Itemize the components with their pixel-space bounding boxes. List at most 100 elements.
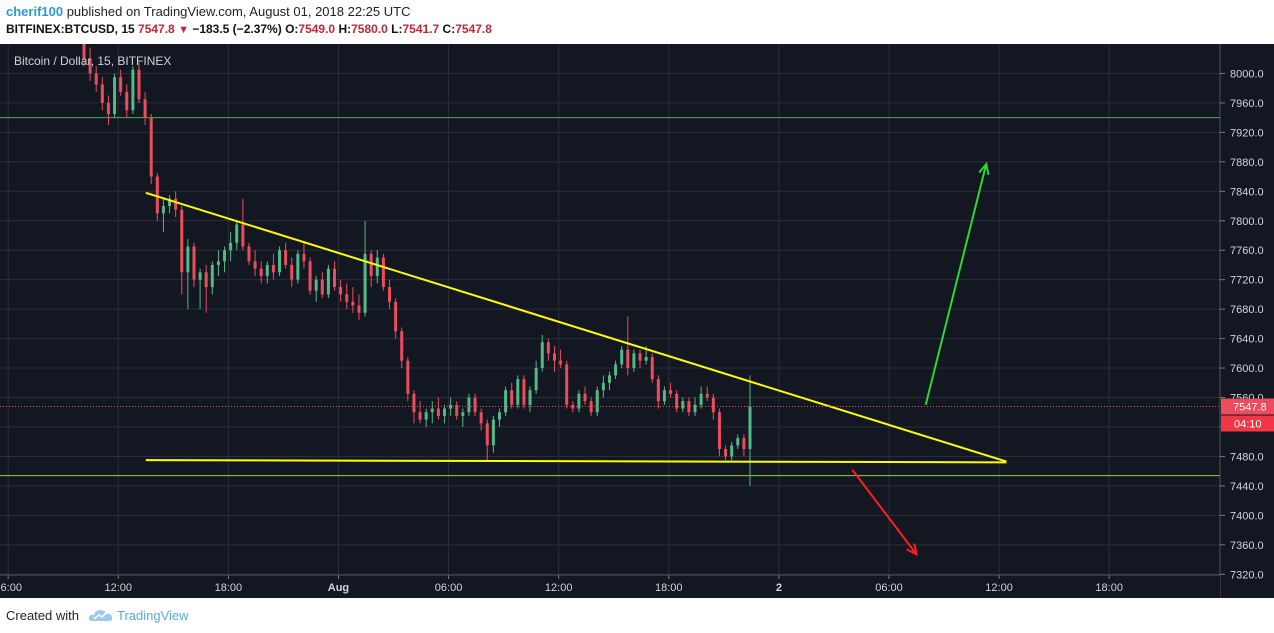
candle [369, 250, 373, 288]
candle [339, 279, 343, 302]
candle-body [168, 198, 172, 207]
candle [381, 253, 385, 291]
candle [394, 298, 398, 339]
candle-body [510, 390, 514, 405]
candle [210, 261, 214, 295]
candle [265, 261, 269, 284]
candle [271, 253, 275, 280]
candle-body [375, 257, 379, 276]
candle-body [693, 404, 697, 413]
price-axis[interactable] [1220, 44, 1274, 598]
candle-body [271, 264, 275, 273]
candle [326, 264, 330, 299]
high-value: 7580.0 [351, 22, 388, 36]
candle-body [198, 272, 202, 280]
candle-body [357, 305, 361, 313]
candle-body [106, 102, 110, 114]
arrow-shaft [924, 163, 988, 406]
candle [693, 397, 697, 416]
candle-body [491, 419, 495, 446]
last-price-badge: 7547.8 04:10 [1221, 398, 1274, 432]
low-label: L: [391, 22, 403, 36]
candle-body [552, 353, 556, 361]
candle [516, 375, 520, 409]
candle-body [259, 268, 263, 276]
candle-body [662, 390, 666, 402]
candle [736, 434, 740, 450]
candle-body [82, 44, 86, 59]
candle-body [687, 401, 691, 413]
candle-body [174, 198, 178, 210]
candle-body [479, 412, 483, 424]
candle-body [229, 242, 233, 251]
x-tick-label: 18:00 [655, 582, 683, 594]
tradingview-link[interactable]: TradingView [117, 608, 189, 623]
candle [510, 382, 514, 409]
last-price-badge-text: 7547.8 [1233, 402, 1267, 414]
y-tick-label: 7760.0 [1230, 245, 1264, 257]
candle [583, 386, 587, 405]
candle-body [290, 264, 294, 280]
candle-body [339, 287, 343, 295]
candle [607, 371, 611, 391]
y-tick-label: 7480.0 [1230, 451, 1264, 463]
x-tick-label: 06:00 [435, 582, 463, 594]
trendline-descending [145, 191, 1007, 463]
candle [345, 283, 349, 310]
candle [198, 268, 202, 310]
candle [119, 69, 123, 96]
candle-body [284, 250, 288, 265]
candle-body [241, 224, 245, 247]
candle-body [540, 342, 544, 369]
candle [400, 327, 404, 369]
candle [742, 434, 746, 457]
candle-body [607, 375, 611, 383]
y-tick-label: 7360.0 [1230, 540, 1264, 552]
candle-body [711, 397, 715, 413]
candle [180, 206, 184, 295]
candle-body [601, 382, 605, 391]
author-link[interactable]: cherif100 [6, 4, 64, 19]
candle-body [724, 449, 728, 457]
price-chart[interactable]: 8000.0 7960.0 7920.0 7880.0 7840.0 7800.0 7760… [0, 44, 1274, 598]
candle-body [192, 246, 196, 280]
candle [675, 390, 679, 413]
candle [247, 242, 251, 265]
y-tick-label: 7320.0 [1230, 569, 1264, 581]
candle-body [113, 77, 117, 114]
candle [565, 360, 569, 409]
x-tick-label: 12:00 [985, 582, 1013, 594]
triangle-down-icon: ▼ [178, 24, 189, 36]
candle [687, 397, 691, 416]
x-tick-label: 06:00 [0, 582, 22, 594]
close-label: C: [442, 22, 456, 36]
candle-body [180, 209, 184, 273]
y-tick-label: 7640.0 [1230, 334, 1264, 346]
symbol-label: BITFINEX:BTCUSD, 15 [6, 22, 135, 36]
last-price: 7547.8 [138, 22, 175, 36]
candle-body [626, 349, 630, 369]
candle [442, 404, 446, 424]
candle [388, 279, 392, 310]
candle-body [681, 401, 685, 409]
candle [461, 408, 465, 427]
publish-info: cherif100 published on TradingView.com, … [6, 4, 410, 19]
open-value: 7549.0 [298, 22, 336, 36]
candle-body [296, 253, 300, 280]
candle [106, 95, 110, 126]
candle [748, 375, 752, 486]
y-tick-label: 7680.0 [1230, 304, 1264, 316]
candle-body [546, 342, 550, 354]
candle [333, 261, 337, 291]
candle-body [210, 264, 214, 288]
arrow-up [924, 161, 990, 406]
candle [113, 73, 117, 118]
candle [430, 401, 434, 424]
footer: Created with TradingView [0, 598, 1274, 633]
candle [278, 246, 282, 276]
time-axis[interactable] [0, 575, 1220, 598]
y-tick-label: 7920.0 [1230, 127, 1264, 139]
candle [485, 419, 489, 461]
y-tick-label: 7880.0 [1230, 157, 1264, 169]
candle [540, 334, 544, 372]
